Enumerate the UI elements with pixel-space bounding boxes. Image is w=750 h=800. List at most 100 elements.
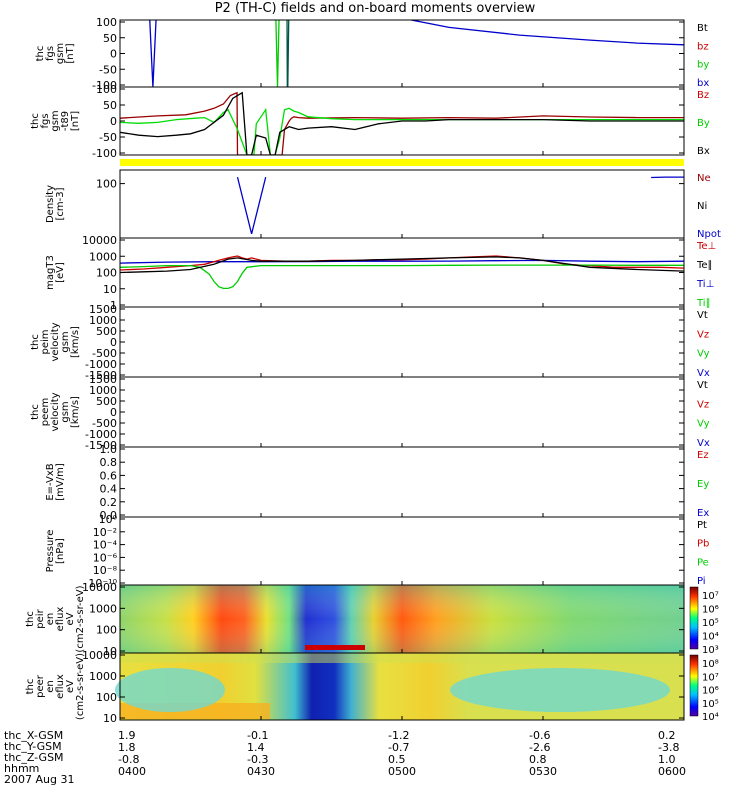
pressure-ytick-label: 10⁻¹⁰ [88, 577, 117, 590]
fgl-legend-1: By [697, 118, 710, 129]
temp-ytick-label: 100 [96, 267, 117, 280]
ve-ytick-label: 500 [96, 395, 117, 408]
vi-ytick-label: -1000 [85, 358, 117, 371]
efield-legend-1: Ey [697, 479, 709, 490]
ele_spec-ytick-label: 1000 [89, 670, 117, 683]
ion_spec-colorbar [689, 586, 699, 650]
vi-ytick-label: 1500 [89, 303, 117, 316]
pressure-frame [119, 516, 685, 586]
ele_spec-ytick-label: 10 [103, 712, 117, 725]
fgl-ytick-label: 100 [96, 83, 117, 96]
ephem-value: -0.3 [247, 753, 269, 766]
pressure-ytick-label: 10⁻⁴ [93, 539, 118, 552]
vi-ylabel-line: [km/s] [70, 326, 81, 358]
fgs-series-bx [149, 20, 684, 87]
fgs-series-bt [286, 20, 290, 87]
ephem-value: -3.8 [658, 741, 680, 754]
pressure-ytick-label: 10⁻² [93, 526, 117, 539]
ion_spec-ylabel-line: eV [65, 612, 76, 625]
ion_spec-colorbar-label: 10⁶ [702, 605, 719, 616]
ve-ytick-label: -1000 [85, 428, 117, 441]
ephem-value: -0.7 [388, 741, 410, 754]
fgs-legend-3: bx [697, 78, 709, 89]
ve-legend-0: Vt [697, 380, 708, 391]
fgl-ylabel-line: gsm [50, 110, 61, 131]
ve-ylabel-line: peem [40, 398, 51, 426]
fgs-series-by [275, 20, 280, 87]
ion_spec-ytick-label: 10 [103, 645, 117, 658]
ephem-value: 1.4 [247, 741, 265, 754]
ve-legend-2: Vy [697, 419, 710, 430]
fgl-ylabel-line: -t89 [60, 111, 71, 131]
ion_spec-ylabel-line: thc [25, 611, 36, 627]
density-ytick-label: 100 [96, 178, 117, 191]
vi-ylabel-line: peim [40, 329, 51, 354]
fgl-ylabel-line: thc [30, 113, 41, 129]
fgl-ytick-label: 50 [103, 99, 117, 112]
time-tick-label: 0430 [247, 765, 275, 778]
ion_spec-ylabel-line: eflux [55, 607, 66, 632]
efield-legend-0: Ez [697, 450, 709, 461]
ephem-column: -0.6 -2.6 0.8 0530 [529, 730, 557, 778]
fgl-ytick-label: 0 [110, 115, 117, 128]
temp-ytick-label: 1000 [89, 250, 117, 263]
density-ylabel-line: [cm-3] [55, 187, 66, 220]
fgl-ylabel-line: fgs [40, 113, 51, 128]
ion_spec-colorbar-label: 10⁵ [702, 618, 719, 629]
fgs-ytick-label: 50 [103, 32, 117, 45]
ele_spec-colorbar-label: 10⁶ [702, 686, 719, 697]
ion_spec-ylabel-line: (cm2-s-sr-eV) [75, 585, 86, 652]
ephem-column: -1.2 -0.7 0.5 0500 [388, 730, 416, 778]
vi-frame [119, 306, 685, 378]
efield-ytick-label: 0.0 [100, 509, 118, 522]
fgs-legend-0: Bt [697, 23, 708, 34]
ion_spec-ytick-label: 100 [96, 624, 117, 637]
ele_spec-ytick-label: 10000 [82, 649, 117, 662]
fgs-ylabel-line: fgs [45, 46, 56, 61]
ve-ytick-label: -500 [92, 417, 117, 430]
fgl-legend-0: Bz [697, 90, 709, 101]
ephem-value: -0.6 [529, 729, 551, 742]
ion_spec-colorbar-label: 10⁴ [702, 632, 719, 643]
efield-ylabel-line: [mV/m] [55, 463, 66, 501]
ele_spec-colorbar-label: 10⁵ [702, 699, 719, 710]
temp-series-Ti_par [120, 264, 684, 290]
vi-legend-0: Vt [697, 310, 708, 321]
fgs-legend-2: by [697, 60, 709, 71]
pressure-legend-3: Pi [697, 576, 706, 587]
ephem-column: 0.2 -3.8 1.0 0600 [658, 730, 686, 778]
fgl-series-By [120, 107, 684, 155]
density-series-Npot [236, 176, 267, 235]
temp-ytick-label: 10 [103, 283, 117, 296]
pressure-legend-1: Pb [697, 539, 709, 550]
ele_spec-colorbar [689, 654, 699, 717]
vi-ylabel-line: thc [30, 334, 41, 350]
fgl-ylabel-line: [nT] [70, 111, 81, 131]
efield-ytick-label: 0.4 [100, 483, 118, 496]
density-frame [119, 169, 685, 239]
ion_spec-ytick-label: 1000 [89, 602, 117, 615]
temp-series-Te_par [120, 256, 684, 274]
ion-spec-shading [120, 585, 684, 653]
ephem-value: 0.8 [529, 753, 547, 766]
density-legend-1: Ni [697, 201, 707, 212]
temp-series-Ti [120, 259, 684, 264]
time-tick-label: 0530 [529, 765, 557, 778]
ion-spec-lowenergy-band [305, 645, 365, 650]
ephem-column: -0.1 1.4 -0.3 0430 [247, 730, 275, 778]
ephem-value: -2.6 [529, 741, 551, 754]
temp-ylabel-line: magT3 [45, 255, 56, 290]
vi-legend-1: Vz [697, 329, 709, 340]
ion_spec-ytick-label: 10000 [82, 581, 117, 594]
time-tick-label: 0400 [118, 765, 146, 778]
density-legend-2: Npot [697, 229, 721, 240]
fgl-ytick-label: -50 [99, 131, 117, 144]
ve-ylabel-line: velocity [50, 392, 61, 431]
fgs-ytick-label: -50 [99, 63, 117, 76]
ve-frame [119, 376, 685, 448]
temp-legend-2: Ti⊥ [696, 279, 714, 290]
ephem-value: 0.2 [658, 729, 676, 742]
ve-ylabel-line: thc [30, 404, 41, 420]
fgs-ylabel-line: [nT] [65, 43, 76, 63]
